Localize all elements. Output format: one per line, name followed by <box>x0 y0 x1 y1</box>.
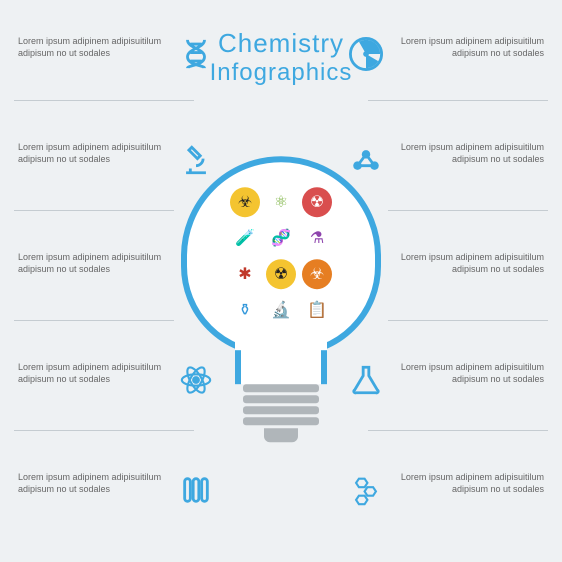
item-text: Lorem ipsum adipinem adipisuitilum adipi… <box>18 252 168 275</box>
item-l3: Lorem ipsum adipinem adipisuitilum adipi… <box>18 252 168 275</box>
lightbulb: ☣ ⚛ ☢ 🧪 🧬 ⚗ ✱ ☢ ☣ ⚱ 🔬 📋 <box>181 156 381 416</box>
item-r4: Lorem ipsum adipinem adipisuitilum adipi… <box>394 362 544 385</box>
item-text: Lorem ipsum adipinem adipisuitilum adipi… <box>394 36 544 59</box>
flask-mini-icon: ⚗ <box>302 223 332 253</box>
item-l5: Lorem ipsum adipinem adipisuitilum adipi… <box>18 472 168 495</box>
bulb-neck <box>235 344 327 384</box>
item-l2: Lorem ipsum adipinem adipisuitilum adipi… <box>18 142 168 165</box>
molecule-mini-icon: ✱ <box>230 259 260 289</box>
title-line2: Infographics <box>210 59 353 87</box>
item-r3: Lorem ipsum adipinem adipisuitilum adipi… <box>394 252 544 275</box>
item-text: Lorem ipsum adipinem adipisuitilum adipi… <box>18 142 168 165</box>
item-text: Lorem ipsum adipinem adipisuitilum adipi… <box>394 142 544 165</box>
sep-r2 <box>388 210 548 211</box>
sep-l1 <box>14 100 194 101</box>
sep-r4 <box>368 430 548 431</box>
biohazard2-mini-icon: ☣ <box>302 259 332 289</box>
item-r2: Lorem ipsum adipinem adipisuitilum adipi… <box>394 142 544 165</box>
tubes-icon <box>176 470 216 510</box>
sep-r3 <box>388 320 548 321</box>
sep-l3 <box>14 320 174 321</box>
title-line1: Chemistry <box>210 28 353 59</box>
item-l4: Lorem ipsum adipinem adipisuitilum adipi… <box>18 362 168 385</box>
microscope-mini-icon: 🔬 <box>266 295 296 325</box>
clipboard-mini-icon: 📋 <box>302 295 332 325</box>
atom-mini-icon: ⚛ <box>266 187 296 217</box>
biohazard-icon: ☣ <box>230 187 260 217</box>
item-text: Lorem ipsum adipinem adipisuitilum adipi… <box>18 362 168 385</box>
sep-l2 <box>14 210 174 211</box>
sep-l4 <box>14 430 194 431</box>
item-text: Lorem ipsum adipinem adipisuitilum adipi… <box>394 472 544 495</box>
bulb-icons-container: ☣ ⚛ ☢ 🧪 🧬 ⚗ ✱ ☢ ☣ ⚱ 🔬 📋 <box>201 176 361 336</box>
title: Chemistry Infographics <box>210 28 353 87</box>
radiation2-mini-icon: ☢ <box>266 259 296 289</box>
sep-r1 <box>368 100 548 101</box>
item-r1: Lorem ipsum adipinem adipisuitilum adipi… <box>394 36 544 59</box>
radiation-mini-icon: ☢ <box>302 187 332 217</box>
hexagons-icon <box>346 470 386 510</box>
item-text: Lorem ipsum adipinem adipisuitilum adipi… <box>18 472 168 495</box>
tubes-mini-icon: 🧪 <box>230 223 260 253</box>
item-r5: Lorem ipsum adipinem adipisuitilum adipi… <box>394 472 544 495</box>
dna-mini-icon: 🧬 <box>266 223 296 253</box>
bulb-base <box>243 384 319 442</box>
item-l1: Lorem ipsum adipinem adipisuitilum adipi… <box>18 36 168 59</box>
flask2-mini-icon: ⚱ <box>230 295 260 325</box>
item-text: Lorem ipsum adipinem adipisuitilum adipi… <box>18 36 168 59</box>
bulb-glass: ☣ ⚛ ☢ 🧪 🧬 ⚗ ✱ ☢ ☣ ⚱ 🔬 📋 <box>181 156 381 356</box>
item-text: Lorem ipsum adipinem adipisuitilum adipi… <box>394 362 544 385</box>
item-text: Lorem ipsum adipinem adipisuitilum adipi… <box>394 252 544 275</box>
